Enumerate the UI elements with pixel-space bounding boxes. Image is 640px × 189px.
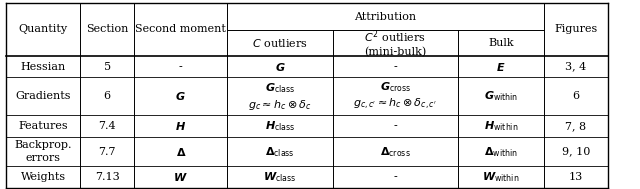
Text: $\boldsymbol{W}$: $\boldsymbol{W}$: [173, 171, 188, 183]
Text: 6: 6: [572, 91, 580, 101]
Text: Gradients: Gradients: [15, 91, 71, 101]
Text: Hessian: Hessian: [20, 62, 66, 72]
Text: 5: 5: [104, 62, 111, 72]
Text: 7.13: 7.13: [95, 172, 120, 182]
Text: -: -: [179, 62, 182, 72]
Text: $\boldsymbol{W}_{\mathrm{within}}$: $\boldsymbol{W}_{\mathrm{within}}$: [482, 170, 520, 184]
Text: $C^2$ outliers
(mini-bulk): $C^2$ outliers (mini-bulk): [364, 28, 426, 58]
Text: Quantity: Quantity: [19, 24, 68, 34]
Text: -: -: [394, 62, 397, 72]
Text: $\boldsymbol{G}$: $\boldsymbol{G}$: [275, 61, 285, 73]
Text: 7.7: 7.7: [99, 147, 116, 157]
Text: $\boldsymbol{\Delta}_{\mathrm{within}}$: $\boldsymbol{\Delta}_{\mathrm{within}}$: [484, 145, 518, 159]
Text: $\boldsymbol{\Delta}_{\mathrm{cross}}$: $\boldsymbol{\Delta}_{\mathrm{cross}}$: [380, 145, 411, 159]
Text: 7, 8: 7, 8: [565, 121, 587, 131]
Text: $\boldsymbol{H}_{\mathrm{class}}$: $\boldsymbol{H}_{\mathrm{class}}$: [265, 119, 295, 133]
Text: Section: Section: [86, 24, 129, 34]
Text: $\boldsymbol{W}_{\mathrm{class}}$: $\boldsymbol{W}_{\mathrm{class}}$: [263, 170, 297, 184]
Text: Backprop.
errors: Backprop. errors: [15, 140, 72, 163]
Text: $\boldsymbol{\Delta}$: $\boldsymbol{\Delta}$: [175, 146, 186, 158]
Text: $\boldsymbol{H}_{\mathrm{within}}$: $\boldsymbol{H}_{\mathrm{within}}$: [484, 119, 518, 133]
Text: $\boldsymbol{G}$: $\boldsymbol{G}$: [175, 90, 186, 102]
Text: Second moment: Second moment: [136, 24, 226, 34]
Text: 13: 13: [569, 172, 583, 182]
Text: -: -: [394, 172, 397, 182]
Text: 9, 10: 9, 10: [562, 147, 590, 157]
Text: $\boldsymbol{G}_{\mathrm{within}}$: $\boldsymbol{G}_{\mathrm{within}}$: [484, 89, 518, 103]
Text: -: -: [394, 121, 397, 131]
Text: $\boldsymbol{\Delta}_{\mathrm{class}}$: $\boldsymbol{\Delta}_{\mathrm{class}}$: [265, 145, 295, 159]
Text: Weights: Weights: [20, 172, 66, 182]
Text: $\boldsymbol{E}$: $\boldsymbol{E}$: [496, 61, 506, 73]
Text: 6: 6: [104, 91, 111, 101]
Text: Figures: Figures: [554, 24, 598, 34]
Text: $\boldsymbol{H}$: $\boldsymbol{H}$: [175, 120, 186, 132]
Text: $\boldsymbol{G}_{\mathrm{cross}}$
$g_{c,c'} \approx h_c \otimes \delta_{c,c'}$: $\boldsymbol{G}_{\mathrm{cross}}$ $g_{c,…: [353, 80, 437, 112]
Text: $\boldsymbol{G}_{\mathrm{class}}$
$g_c \approx h_c \otimes \delta_c$: $\boldsymbol{G}_{\mathrm{class}}$ $g_c \…: [248, 81, 312, 112]
Text: $C$ outliers: $C$ outliers: [252, 37, 308, 49]
Text: Features: Features: [19, 121, 68, 131]
Text: 3, 4: 3, 4: [565, 62, 587, 72]
Text: Attribution: Attribution: [355, 12, 417, 22]
Text: Bulk: Bulk: [488, 38, 514, 48]
Text: 7.4: 7.4: [99, 121, 116, 131]
